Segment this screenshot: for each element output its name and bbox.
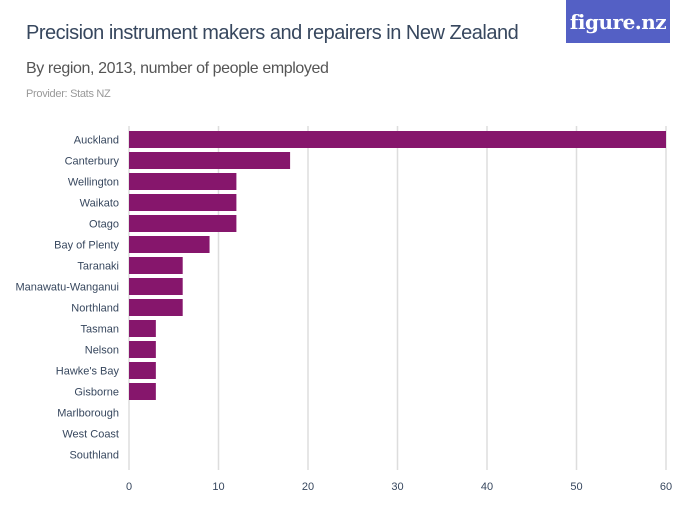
x-tick-label: 30 — [391, 481, 403, 493]
category-label: Bay of Plenty — [54, 240, 119, 252]
category-label: Manawatu-Wanganui — [15, 282, 119, 294]
category-label: Southland — [69, 450, 119, 462]
x-tick-label: 60 — [660, 481, 672, 493]
bar — [129, 194, 237, 211]
category-label: West Coast — [62, 429, 119, 441]
category-label: Hawke's Bay — [56, 366, 120, 378]
bar — [129, 362, 156, 379]
bar — [129, 299, 183, 316]
bar — [129, 236, 210, 253]
category-label: Canterbury — [65, 156, 120, 168]
category-label: Marlborough — [57, 408, 119, 420]
category-label: Northland — [71, 303, 119, 315]
chart-title: Precision instrument makers and repairer… — [26, 22, 519, 44]
bar — [129, 152, 291, 169]
x-tick-label: 0 — [126, 481, 132, 493]
bar — [129, 341, 156, 358]
x-tick-label: 10 — [212, 481, 224, 493]
category-label: Taranaki — [77, 261, 119, 273]
bar — [129, 215, 237, 232]
bar — [129, 320, 156, 337]
x-tick-label: 20 — [302, 481, 314, 493]
x-tick-label: 40 — [481, 481, 493, 493]
x-tick-label: 50 — [570, 481, 582, 493]
category-label: Nelson — [85, 345, 119, 357]
bar — [129, 257, 183, 274]
bar — [129, 383, 156, 400]
bar — [129, 131, 666, 148]
category-label: Gisborne — [74, 387, 119, 399]
category-label: Waikato — [80, 198, 119, 210]
category-label: Otago — [89, 219, 119, 231]
chart-subtitle: By region, 2013, number of people employ… — [26, 60, 329, 77]
category-label: Wellington — [68, 177, 119, 189]
bar — [129, 278, 183, 295]
category-label: Tasman — [80, 324, 119, 336]
bar — [129, 173, 237, 190]
category-label: Auckland — [74, 135, 119, 147]
figure-nz-logo[interactable]: figure.nz — [566, 0, 670, 43]
provider-label: Provider: Stats NZ — [26, 88, 111, 100]
